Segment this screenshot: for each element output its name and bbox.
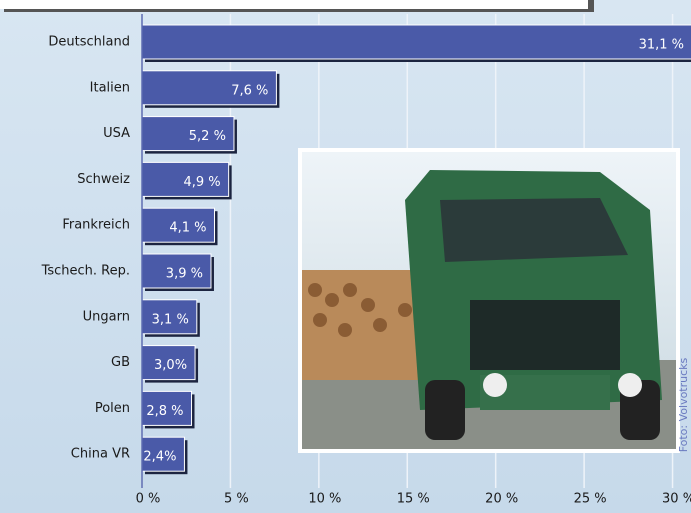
x-tick-label: 20 % [485, 492, 518, 507]
y-tick-label: Ungarn [83, 309, 130, 324]
bar [141, 161, 230, 197]
y-tick-label: China VR [71, 447, 130, 462]
y-tick-label: Schweiz [77, 172, 130, 187]
bar [141, 116, 235, 152]
bar [141, 299, 198, 335]
x-tick-label: 10 % [308, 492, 341, 507]
y-tick-label: GB [111, 355, 130, 370]
photo-credit: Foto: Volvotrucks [677, 357, 690, 452]
photo-log-ends [308, 283, 412, 337]
y-tick-label: Polen [95, 401, 130, 416]
header-box [0, 0, 588, 9]
photo-wheel [425, 380, 465, 440]
bars: 31,1 % 7,6 % 5,2 % 4,9 % 4,1 % 3,9 % 3,1 % 3,0%… [141, 24, 691, 475]
value-label: 31,1 % [639, 38, 684, 53]
value-label: 7,6 % [231, 83, 268, 98]
photo-grille [470, 300, 620, 370]
value-label: 4,9 % [183, 175, 220, 190]
y-tick-label: Frankreich [62, 218, 130, 233]
bar [141, 207, 216, 243]
bar [141, 436, 185, 472]
bar [141, 70, 277, 106]
value-label: 3,0% [154, 358, 187, 373]
bar [141, 345, 196, 381]
value-label: 2,4% [143, 450, 176, 465]
y-tick-label: Italien [90, 80, 130, 95]
value-label: 2,8 % [146, 404, 183, 419]
x-tick-label: 0 % [136, 492, 161, 507]
x-tick-label: 30 % [662, 492, 691, 507]
y-tick-label: USA [103, 126, 130, 141]
y-tick-label: Deutschland [48, 35, 130, 50]
x-tick-label: 5 % [224, 492, 249, 507]
value-label: 5,2 % [189, 129, 226, 144]
bar [141, 390, 193, 426]
photo-lamp [618, 373, 642, 397]
x-tick-label: 15 % [397, 492, 430, 507]
photo-lamp [483, 373, 507, 397]
x-tick-label: 25 % [574, 492, 607, 507]
photo-windshield [440, 198, 628, 262]
photo [298, 148, 680, 453]
value-label: 3,9 % [166, 267, 203, 282]
bar [141, 24, 691, 60]
value-label: 3,1 % [152, 312, 189, 327]
y-tick-label: Tschech. Rep. [41, 264, 130, 279]
bar [141, 253, 212, 289]
value-label: 4,1 % [169, 221, 206, 236]
